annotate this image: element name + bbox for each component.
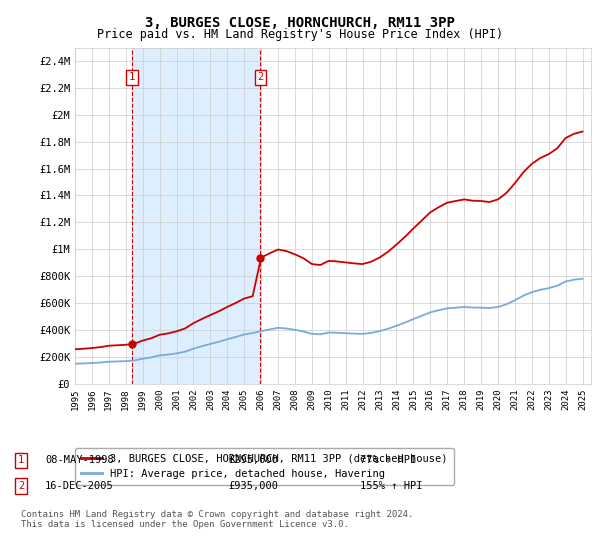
Text: 155% ↑ HPI: 155% ↑ HPI <box>360 481 422 491</box>
Text: 1: 1 <box>129 72 135 82</box>
Text: £295,000: £295,000 <box>228 455 278 465</box>
Bar <box>132 48 260 384</box>
Text: 1: 1 <box>18 455 24 465</box>
Text: 3, BURGES CLOSE, HORNCHURCH, RM11 3PP: 3, BURGES CLOSE, HORNCHURCH, RM11 3PP <box>145 16 455 30</box>
Legend: 3, BURGES CLOSE, HORNCHURCH, RM11 3PP (detached house), HPI: Average price, deta: 3, BURGES CLOSE, HORNCHURCH, RM11 3PP (d… <box>75 447 454 486</box>
Text: £935,000: £935,000 <box>228 481 278 491</box>
Text: 16-DEC-2005: 16-DEC-2005 <box>45 481 114 491</box>
Text: 08-MAY-1998: 08-MAY-1998 <box>45 455 114 465</box>
Text: 2: 2 <box>257 72 263 82</box>
Text: 2: 2 <box>18 481 24 491</box>
Text: Contains HM Land Registry data © Crown copyright and database right 2024.
This d: Contains HM Land Registry data © Crown c… <box>21 510 413 529</box>
Text: Price paid vs. HM Land Registry's House Price Index (HPI): Price paid vs. HM Land Registry's House … <box>97 28 503 41</box>
Text: 77% ↑ HPI: 77% ↑ HPI <box>360 455 416 465</box>
